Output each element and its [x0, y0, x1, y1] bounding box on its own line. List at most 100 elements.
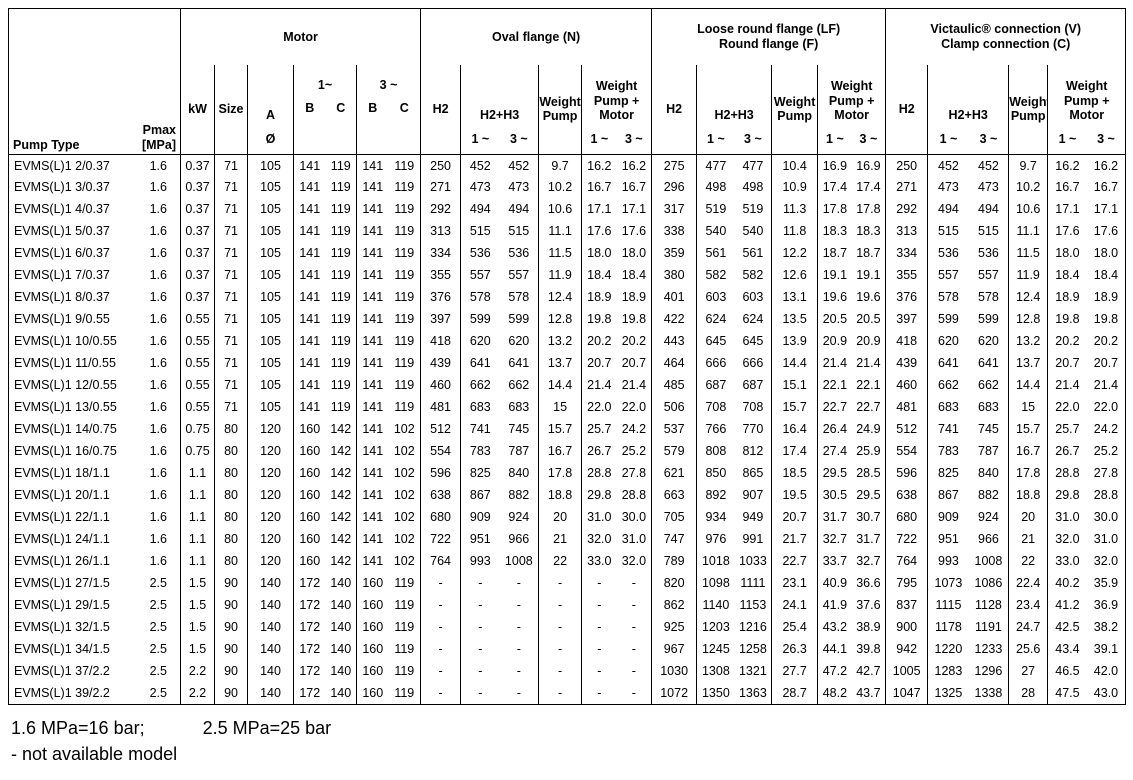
lf-h2h3-header: H2+H3 — [696, 64, 772, 125]
pmax-cell: 1.6 — [149, 466, 167, 481]
table-row: EVMS(L)1 27/1.5 2.5 1.5 90 140 172 140 160 119- -… — [9, 572, 1126, 595]
value-cell: 14.4 — [771, 352, 818, 375]
header-sub-row-1: kW Size A 1~ 3 ~ H2 H2+H3 Weight Pump We… — [9, 64, 1126, 155]
value-cell: 120 — [247, 418, 294, 441]
value-cell: 1008 — [504, 554, 533, 569]
value-cell: 24.2 — [621, 422, 647, 437]
value-cell: 0.37 — [180, 286, 215, 309]
value-cell: 850 — [696, 462, 735, 485]
value-cell: 42.5 — [1047, 616, 1087, 639]
value-cell: 1072 — [651, 682, 697, 705]
value-cell: 90 — [214, 638, 248, 661]
value-cell: 31.0 — [1093, 532, 1119, 547]
table-row: EVMS(L)1 6/0.37 1.6 0.37 71 105 141 119 141 119 3… — [9, 242, 1126, 265]
value-cell: 473 — [460, 176, 500, 199]
value-cell: 44.1 — [817, 638, 852, 661]
value-cell: 26.7 — [581, 440, 617, 463]
oval-h2h3-1ph: 1 ~ — [460, 124, 500, 155]
value-cell: 536 — [927, 242, 969, 265]
value-cell: 645 — [696, 330, 735, 353]
value-cell: 925 — [651, 616, 697, 639]
value-cell: 80 — [214, 484, 248, 507]
value-cell: 71 — [214, 308, 248, 331]
value-cell: 620 — [508, 334, 530, 349]
value-cell: 11.1 — [1008, 220, 1048, 243]
value-cell: 783 — [927, 440, 969, 463]
value-cell: 141 — [356, 462, 389, 485]
value-cell: 722 — [420, 528, 461, 551]
value-cell: 942 — [885, 638, 928, 661]
value-cell: 418 — [885, 330, 928, 353]
value-cell: 18.0 — [1093, 246, 1119, 261]
value-cell: 140 — [330, 664, 352, 679]
value-cell: 18.8 — [1008, 484, 1048, 507]
value-cell: 14.4 — [538, 374, 582, 397]
value-cell: 991 — [742, 532, 764, 547]
pmax-cell: 1.6 — [149, 444, 167, 459]
value-cell: 0.55 — [180, 330, 215, 353]
value-cell: 27.7 — [771, 660, 818, 683]
value-cell: 1073 — [927, 572, 969, 595]
col-header-3ph: 3 ~ — [356, 64, 421, 95]
value-cell: 418 — [420, 330, 461, 353]
value-cell: 105 — [247, 352, 294, 375]
value-cell: 951 — [927, 528, 969, 551]
value-cell: 867 — [927, 484, 969, 507]
value-cell: - — [460, 682, 500, 705]
value-cell: 80 — [214, 550, 248, 573]
value-cell: 741 — [927, 418, 969, 441]
value-cell: 355 — [885, 264, 928, 287]
value-cell: 795 — [885, 572, 928, 595]
table-row: EVMS(L)1 14/0.75 1.6 0.75 80 120 160 142 141 102… — [9, 418, 1126, 441]
value-cell: 10.6 — [1008, 198, 1048, 221]
value-cell: 0.37 — [180, 242, 215, 265]
value-cell: 119 — [394, 290, 415, 305]
value-cell: 41.9 — [817, 594, 852, 617]
value-cell: 119 — [330, 312, 351, 327]
value-cell: 119 — [325, 154, 357, 177]
value-cell: 764 — [420, 550, 461, 573]
value-cell: 641 — [460, 352, 500, 375]
v-h2h3-header: H2+H3 — [927, 64, 1009, 125]
value-cell: 1153 — [739, 598, 767, 613]
value-cell: 105 — [247, 242, 294, 265]
value-cell: 783 — [460, 440, 500, 463]
value-cell: 22.1 — [817, 374, 852, 397]
value-cell: 21 — [1008, 528, 1048, 551]
value-cell: 71 — [214, 176, 248, 199]
value-cell: 22.0 — [1093, 400, 1119, 415]
value-cell: 18.0 — [581, 242, 617, 265]
value-cell: 20.2 — [621, 334, 647, 349]
value-cell: 120 — [247, 484, 294, 507]
value-cell: 120 — [247, 440, 294, 463]
value-cell: 17.1 — [1093, 202, 1119, 217]
value-cell: 16.9 — [817, 154, 852, 177]
lf-weight-pump-motor-header: Weight Pump + Motor — [817, 64, 886, 125]
value-cell: 1008 — [974, 554, 1003, 569]
value-cell: 18.0 — [1047, 242, 1087, 265]
value-cell: - — [516, 620, 521, 635]
col-header-b3: B — [356, 94, 389, 155]
value-cell: 0.55 — [180, 374, 215, 397]
value-cell: 160 — [356, 638, 389, 661]
value-cell: 141 — [293, 242, 326, 265]
value-cell: 119 — [330, 268, 351, 283]
value-cell: 812 — [742, 444, 764, 459]
value-cell: 22.1 — [856, 378, 881, 393]
value-cell: 452 — [460, 154, 500, 177]
value-cell: 119 — [394, 598, 415, 613]
value-cell: 494 — [927, 198, 969, 221]
value-cell: 29.5 — [856, 488, 881, 503]
value-cell: 119 — [330, 180, 351, 195]
value-cell: 141 — [356, 440, 389, 463]
value-cell: 28 — [1008, 682, 1048, 705]
value-cell: 105 — [247, 220, 294, 243]
value-cell: 105 — [247, 374, 294, 397]
value-cell: 140 — [247, 660, 294, 683]
value-cell: 24.2 — [1093, 422, 1119, 437]
lf-wpm-3ph: 3 ~ — [859, 132, 878, 147]
value-cell: 1018 — [696, 550, 735, 573]
value-cell: 32.7 — [856, 554, 881, 569]
value-cell: 140 — [247, 594, 294, 617]
value-cell: 22.0 — [621, 400, 647, 415]
